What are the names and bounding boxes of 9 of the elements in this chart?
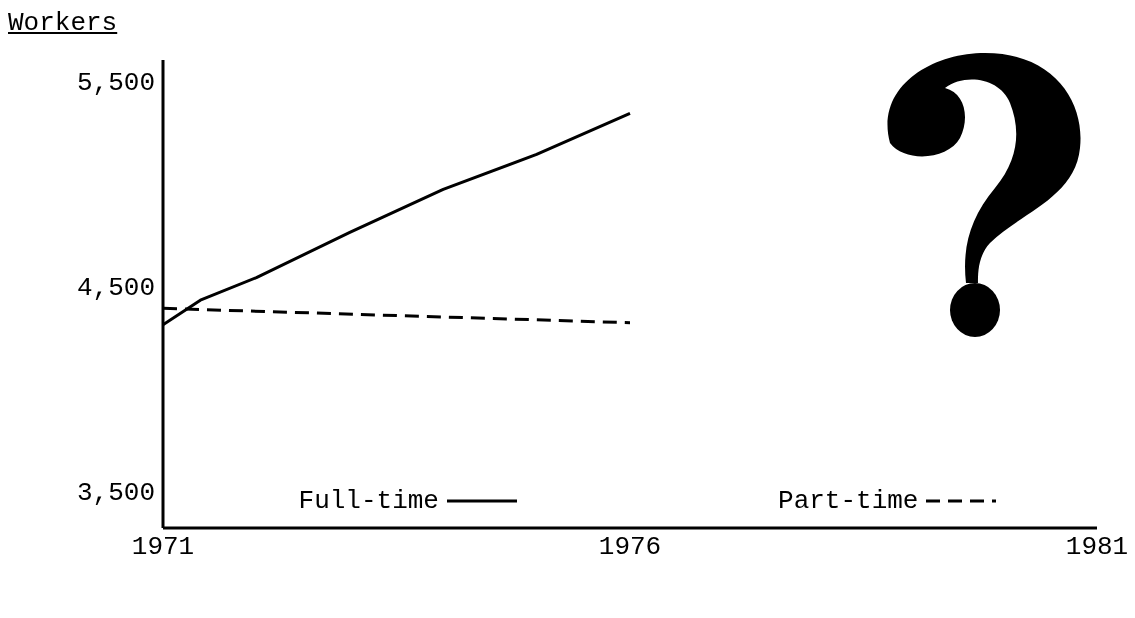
legend-label: Full-time: [298, 486, 439, 516]
y-tick-label: 5,500: [76, 67, 155, 98]
x-tick-label: 1981: [1065, 532, 1129, 563]
legend-label: Part-time: [778, 486, 919, 516]
x-tick-label: 1971: [131, 532, 195, 563]
y-tick-label: 4,500: [76, 273, 155, 304]
y-tick-label: 3,500: [76, 478, 155, 509]
y-axis-title: Workers: [8, 8, 118, 38]
x-tick-label: 1976: [598, 532, 662, 563]
